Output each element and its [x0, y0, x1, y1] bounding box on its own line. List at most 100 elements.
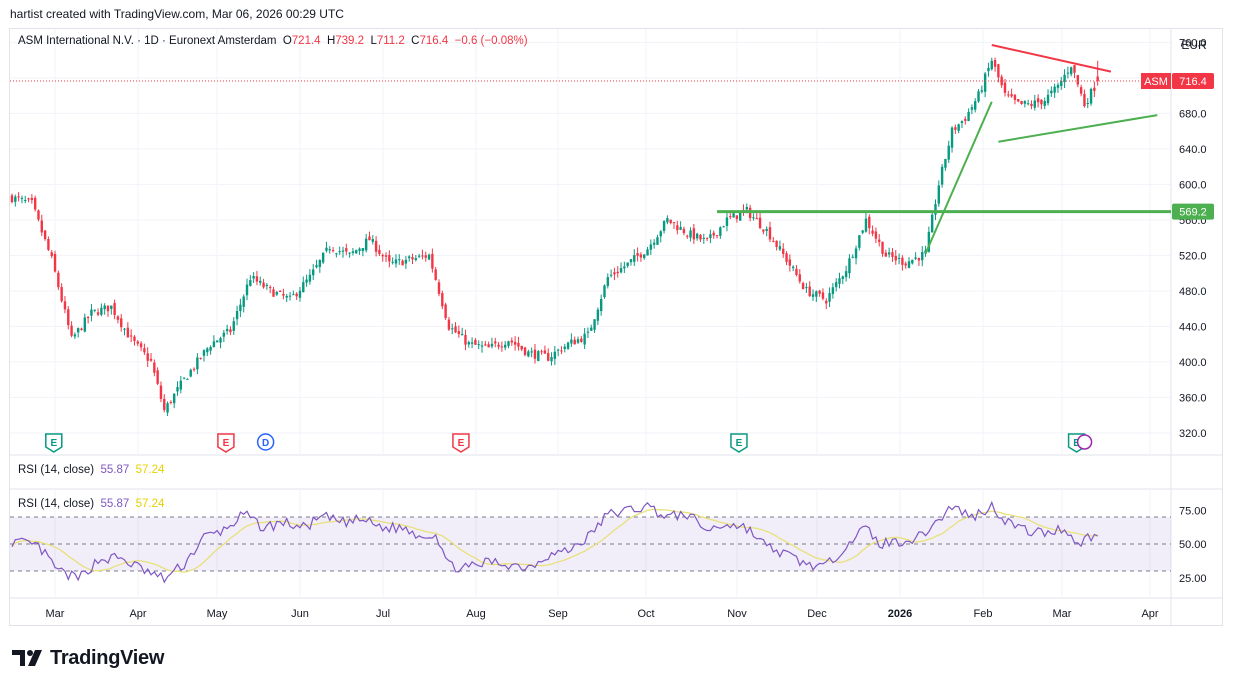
candle-body [272, 289, 275, 297]
candle-body [914, 257, 917, 259]
candle-body [212, 341, 216, 348]
candle-body [907, 261, 911, 268]
candle-body [40, 220, 43, 233]
candle-body [1003, 82, 1007, 93]
candle-body [345, 248, 348, 252]
candle-body [844, 271, 848, 278]
price-tick-label: 760.0 [1179, 37, 1207, 49]
candle-body [83, 317, 87, 332]
candle-body [649, 244, 653, 250]
earnings-shape [452, 433, 470, 453]
candle-body [930, 214, 934, 233]
candle-body [394, 259, 398, 264]
close-value: 716.4 [419, 35, 449, 47]
time-tick-label: Apr [129, 608, 146, 620]
candle-body [679, 227, 682, 230]
tradingview-brand[interactable]: TradingView [12, 644, 164, 672]
candle-body [626, 262, 629, 266]
candle-body [305, 279, 308, 283]
candle-body [590, 327, 593, 331]
candle-body [464, 335, 467, 345]
candle-body [202, 350, 206, 356]
time-tick-label: 2026 [888, 608, 912, 620]
candle-body [583, 333, 586, 345]
candle-body [77, 328, 80, 333]
candle-body [510, 340, 514, 343]
candle-body [791, 266, 795, 269]
candle-body [566, 342, 570, 349]
candle-body [901, 257, 904, 265]
candle-body [550, 357, 553, 362]
candle-body [153, 362, 156, 373]
candle-body [821, 292, 825, 299]
candle-body [719, 227, 722, 236]
earnings-letter: E [223, 438, 230, 449]
candle-body [970, 107, 974, 110]
rsi-legend-collapsed[interactable]: RSI (14, close) 55.87 57.24 [18, 464, 165, 476]
candle-body [17, 196, 20, 198]
candle-body [146, 353, 149, 361]
candle-body [652, 242, 656, 245]
last-price-tag-label: 716.4 [1179, 76, 1207, 88]
candle-body [467, 342, 470, 345]
event-earnings-green-icon: E [730, 433, 748, 453]
candle-body [388, 255, 391, 262]
candle-body [702, 237, 705, 239]
symbol-legend[interactable]: ASM International N.V. · 1D · Euronext A… [18, 35, 528, 47]
candle-body [911, 259, 914, 264]
candle-body [235, 310, 239, 320]
candle-body [828, 293, 831, 302]
candle-body [633, 255, 636, 262]
candle-body [249, 280, 252, 286]
candle-body [745, 206, 749, 210]
candle-body [762, 229, 765, 232]
candle-body [1046, 94, 1050, 104]
candle-body [864, 218, 868, 232]
candle-body [709, 234, 712, 238]
candle-body [772, 241, 775, 243]
candle-body [100, 307, 103, 315]
time-tick-label: Oct [637, 608, 654, 620]
candle-body [50, 252, 53, 257]
candle-body [335, 253, 338, 255]
candle-body [136, 341, 139, 344]
candle-body [950, 127, 954, 148]
candle-body [692, 228, 696, 240]
candle-body [298, 290, 302, 298]
candle-body [169, 402, 173, 404]
currency-label[interactable]: EUR [1181, 38, 1207, 52]
candle-body [851, 256, 854, 258]
candle-body [805, 287, 808, 289]
candle-body [662, 221, 666, 231]
symbol-tag-bg [1141, 73, 1171, 90]
chart-author-header: hartist created with TradingView.com, Ma… [10, 7, 344, 21]
candle-body [947, 145, 950, 160]
candle-body [993, 60, 997, 67]
candle-body [729, 216, 732, 218]
candle-body [292, 294, 295, 296]
candle-body [765, 228, 768, 231]
candle-body [285, 295, 288, 298]
candle-body [507, 341, 510, 346]
candle-body [113, 303, 116, 316]
candle-body [699, 234, 702, 240]
candle-body [434, 269, 437, 280]
trendline-resistance [991, 43, 1112, 73]
candle-body [133, 336, 136, 341]
candle-body [371, 239, 374, 242]
candle-body [669, 219, 672, 224]
candle-body [116, 316, 120, 320]
candle-body [328, 249, 331, 251]
rsi-legend[interactable]: RSI (14, close) 55.87 57.24 [18, 498, 165, 510]
chart-frame [9, 28, 1223, 626]
candle-body [666, 218, 669, 223]
candle-body [255, 276, 259, 282]
candle-body [894, 255, 897, 261]
candle-body [60, 287, 63, 302]
candle-body [712, 232, 715, 236]
candle-body [63, 301, 67, 310]
candle-body [1066, 72, 1070, 74]
candle-body [411, 257, 414, 260]
time-tick-label: Feb [974, 608, 993, 620]
